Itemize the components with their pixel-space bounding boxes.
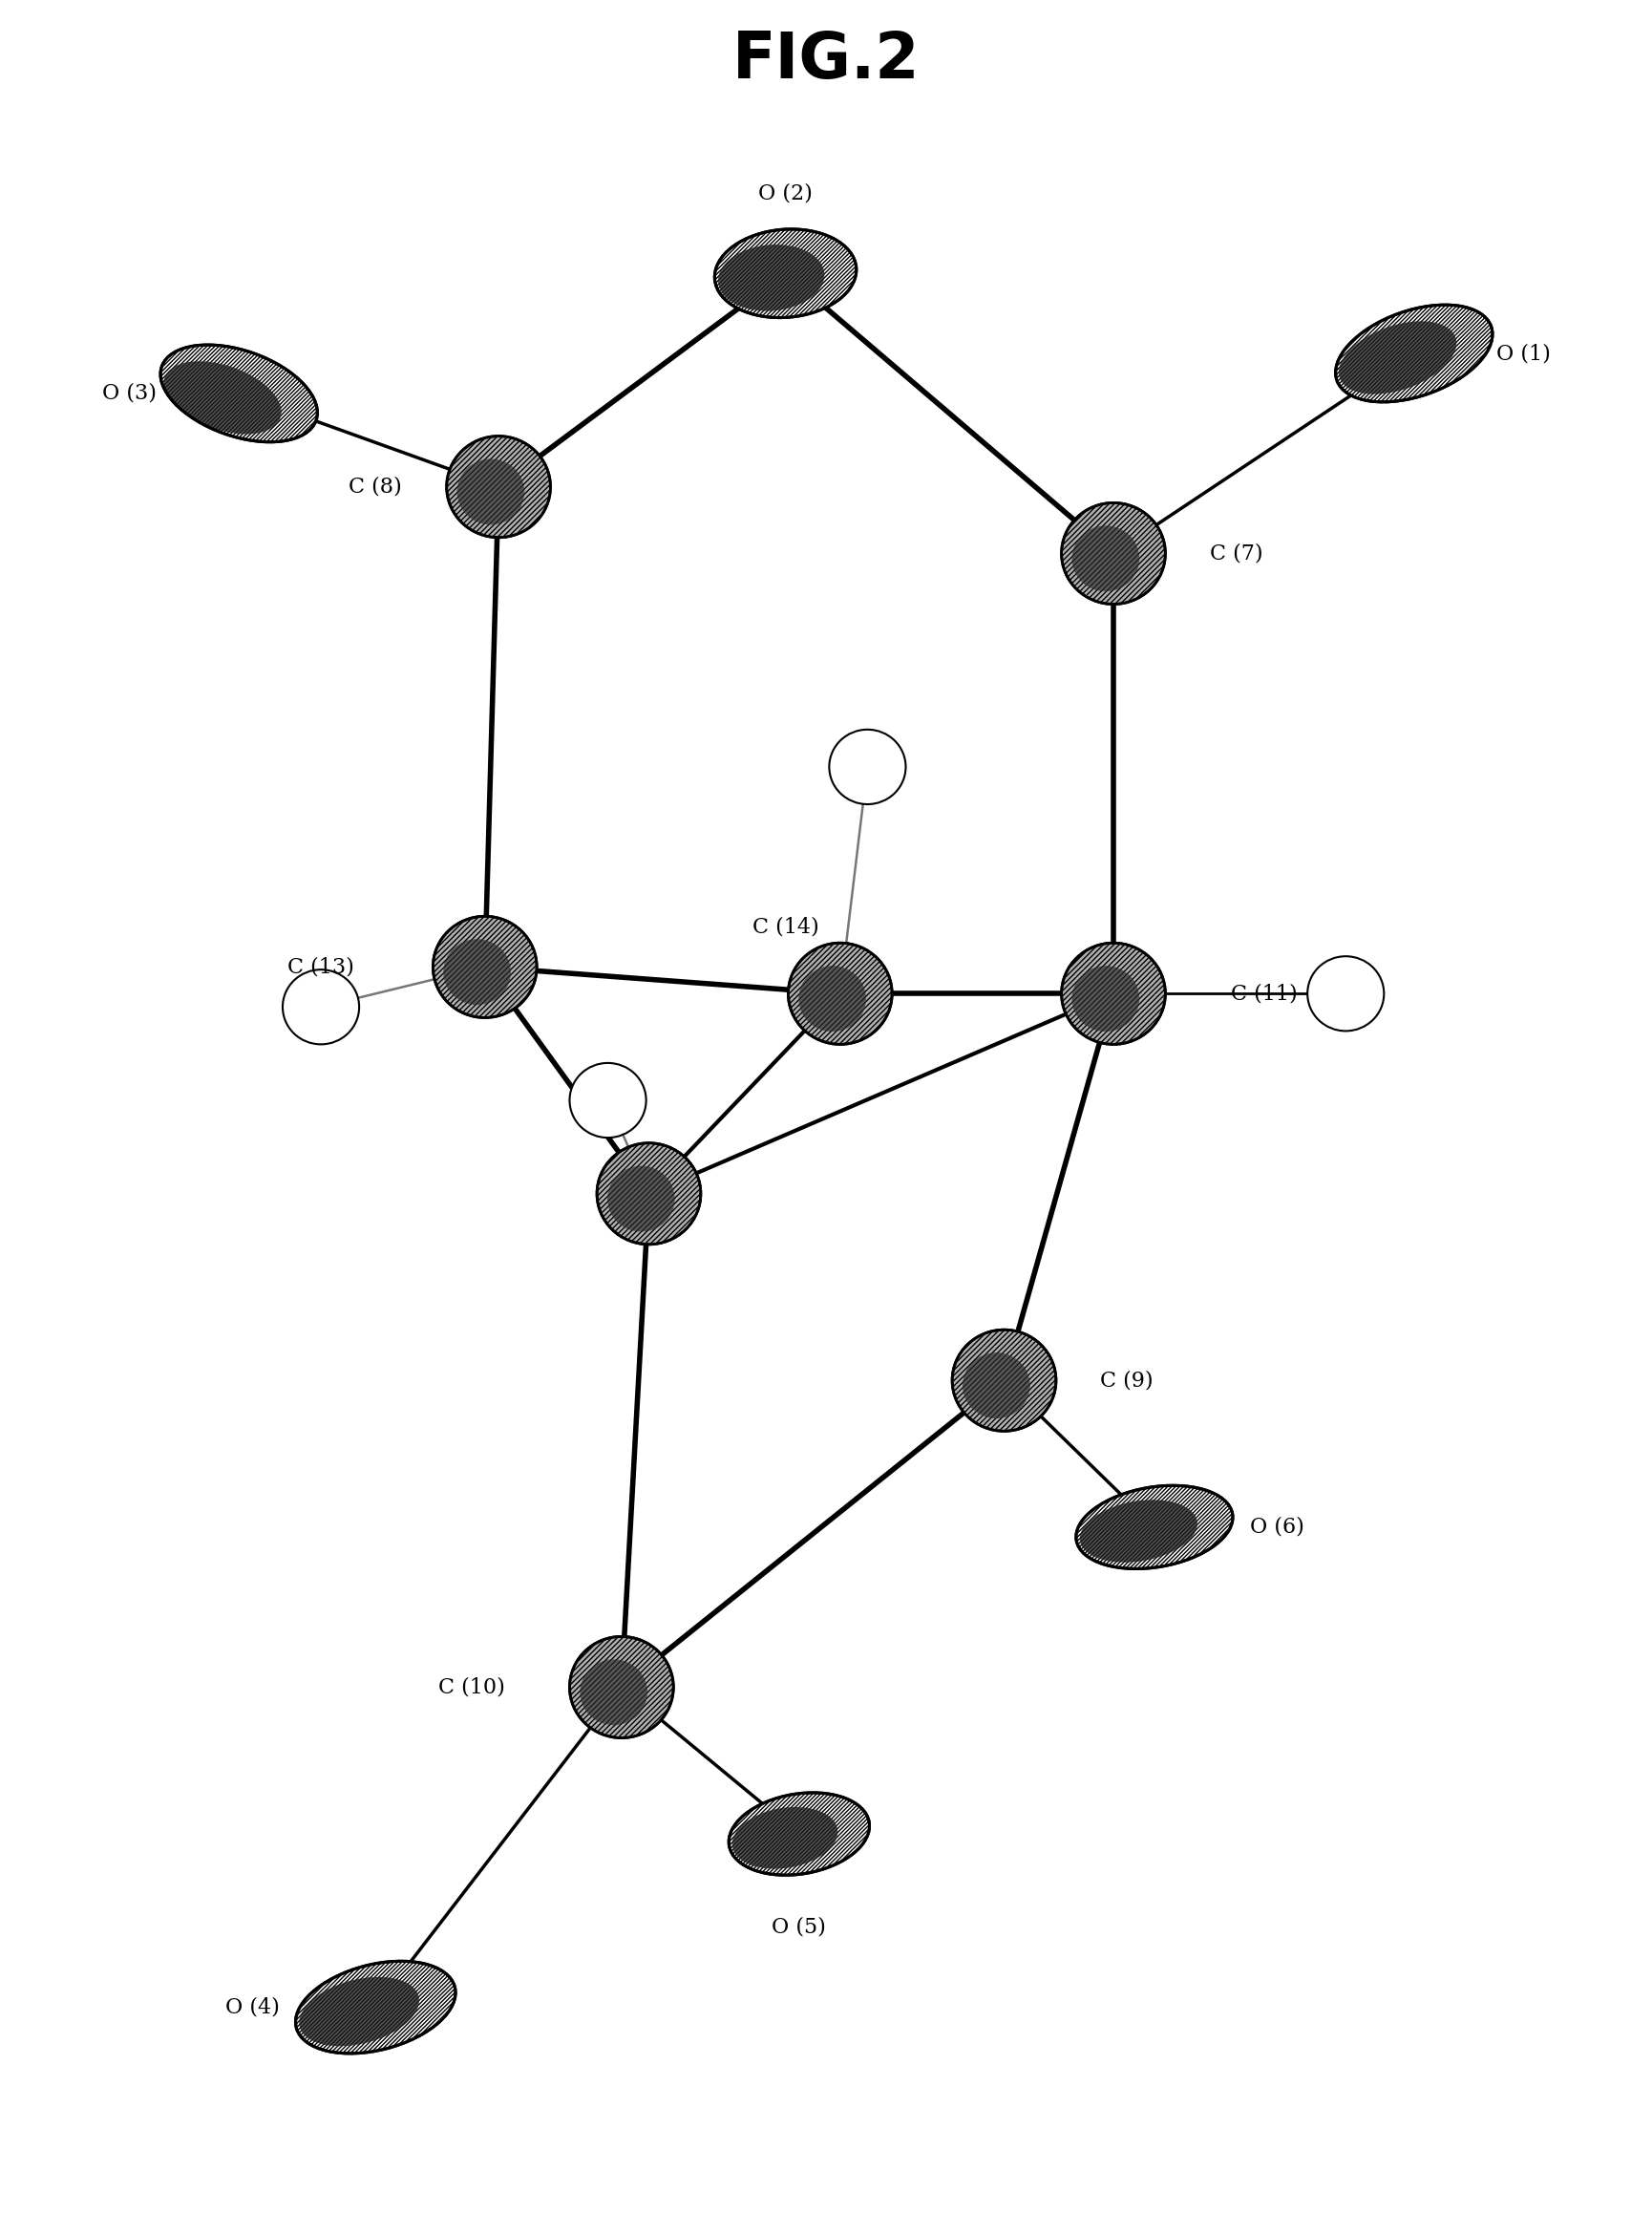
Ellipse shape [1061,943,1165,1045]
Text: C (13): C (13) [287,956,354,976]
Ellipse shape [1075,1486,1232,1570]
Ellipse shape [1070,965,1138,1032]
Ellipse shape [456,458,524,525]
Text: O (2): O (2) [758,184,813,204]
Ellipse shape [446,436,550,538]
Ellipse shape [1079,1499,1196,1563]
Ellipse shape [952,1331,1056,1430]
Text: C (7): C (7) [1209,542,1262,565]
Ellipse shape [717,244,824,310]
Text: O (4): O (4) [225,1997,279,2017]
Ellipse shape [798,965,866,1032]
Ellipse shape [443,939,510,1005]
Text: C (11): C (11) [1229,983,1297,1005]
Ellipse shape [961,1353,1029,1419]
Ellipse shape [570,1636,672,1738]
Ellipse shape [299,1977,420,2046]
Text: C (9): C (9) [1100,1370,1153,1390]
Ellipse shape [164,361,281,434]
Text: O (3): O (3) [102,383,157,403]
Text: C (14): C (14) [752,917,818,937]
Ellipse shape [606,1167,674,1231]
Ellipse shape [1061,503,1165,604]
Ellipse shape [732,1807,838,1869]
Text: C (8): C (8) [349,476,401,498]
Text: O (1): O (1) [1495,343,1550,363]
Ellipse shape [596,1142,700,1244]
Ellipse shape [282,970,358,1045]
Text: O (5): O (5) [771,1917,826,1937]
Ellipse shape [829,731,905,804]
Ellipse shape [1307,956,1383,1032]
Text: FIG.2: FIG.2 [732,29,920,91]
Ellipse shape [580,1658,648,1725]
Ellipse shape [433,917,537,1018]
Text: O (6): O (6) [1249,1517,1303,1539]
Ellipse shape [788,943,892,1045]
Ellipse shape [714,228,856,317]
Ellipse shape [729,1793,869,1875]
Ellipse shape [160,345,317,443]
Ellipse shape [1070,525,1138,591]
Ellipse shape [1335,306,1492,403]
Text: C (10): C (10) [438,1676,504,1698]
Ellipse shape [296,1962,456,2052]
Ellipse shape [1338,321,1455,394]
Ellipse shape [570,1063,646,1138]
